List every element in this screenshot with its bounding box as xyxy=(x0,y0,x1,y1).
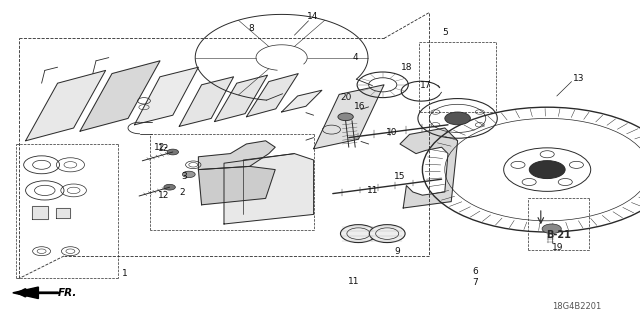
Polygon shape xyxy=(224,154,314,224)
Text: 4: 4 xyxy=(353,53,358,62)
Polygon shape xyxy=(13,287,38,299)
Polygon shape xyxy=(26,70,106,141)
Text: 6: 6 xyxy=(473,267,478,276)
Text: 12-: 12- xyxy=(154,143,168,152)
Polygon shape xyxy=(198,141,275,170)
Text: B-21: B-21 xyxy=(546,230,570,240)
Text: 18G4B2201: 18G4B2201 xyxy=(552,302,602,311)
Polygon shape xyxy=(246,74,298,117)
Text: 5: 5 xyxy=(442,28,447,36)
Circle shape xyxy=(340,225,376,243)
Polygon shape xyxy=(314,85,384,149)
Text: 19: 19 xyxy=(552,243,564,252)
Polygon shape xyxy=(56,208,70,218)
Circle shape xyxy=(338,113,353,121)
Text: 12: 12 xyxy=(157,144,169,153)
Text: 16: 16 xyxy=(354,102,365,111)
Circle shape xyxy=(369,225,405,243)
Circle shape xyxy=(542,224,561,234)
Text: 11: 11 xyxy=(367,186,378,195)
Text: 13: 13 xyxy=(573,74,585,83)
Polygon shape xyxy=(32,206,48,219)
Text: 3: 3 xyxy=(182,172,187,181)
Polygon shape xyxy=(400,128,458,208)
Text: 15: 15 xyxy=(394,172,406,180)
Text: 18: 18 xyxy=(401,63,412,72)
Text: 14: 14 xyxy=(307,12,318,20)
Text: 1: 1 xyxy=(122,269,127,278)
Text: 9: 9 xyxy=(394,247,399,256)
Polygon shape xyxy=(179,77,234,126)
Polygon shape xyxy=(214,75,268,122)
Text: 10: 10 xyxy=(386,128,397,137)
Circle shape xyxy=(445,112,470,125)
Polygon shape xyxy=(198,166,275,205)
Circle shape xyxy=(182,171,195,178)
Text: FR.: FR. xyxy=(58,288,77,298)
Text: 8: 8 xyxy=(249,24,254,33)
Polygon shape xyxy=(134,67,198,125)
Circle shape xyxy=(167,149,179,155)
Polygon shape xyxy=(282,90,322,112)
Text: 7: 7 xyxy=(473,278,478,287)
Text: 20: 20 xyxy=(340,93,351,102)
Text: 2: 2 xyxy=(179,188,184,197)
Text: 12: 12 xyxy=(157,191,169,200)
Circle shape xyxy=(164,184,175,190)
Text: 17: 17 xyxy=(420,81,431,90)
Polygon shape xyxy=(80,61,160,131)
Circle shape xyxy=(529,161,565,179)
Text: 11: 11 xyxy=(348,277,360,286)
